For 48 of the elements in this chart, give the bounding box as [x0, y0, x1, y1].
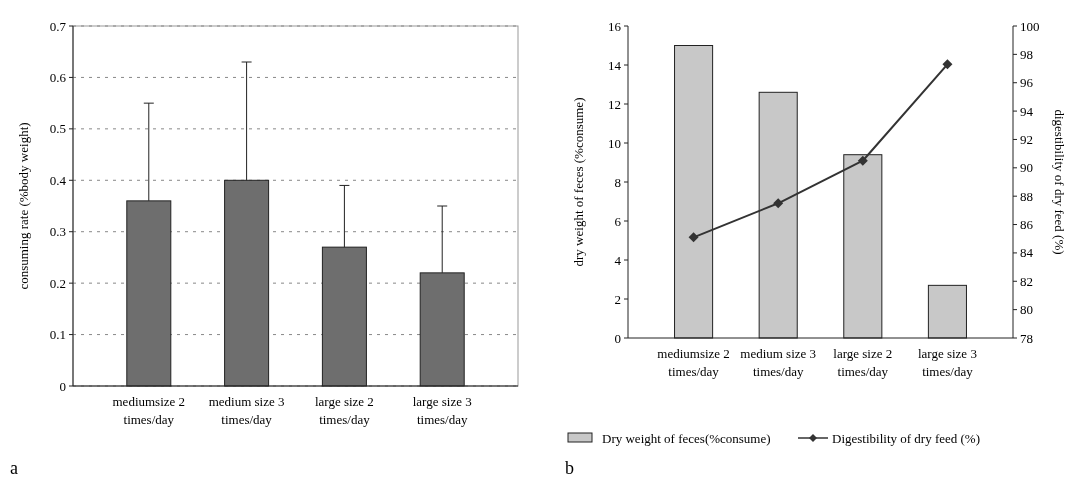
y2-tick-label: 100	[1020, 18, 1040, 34]
y2-axis-title: digestibility of dry feed (%)	[1052, 109, 1067, 255]
y2-tick-label: 98	[1020, 46, 1033, 62]
x-tick-label: medium size 3 times/day	[740, 346, 817, 379]
y2-tick-label: 78	[1020, 330, 1033, 346]
y2-tick-label: 80	[1020, 302, 1033, 318]
y-tick-label: 6	[614, 213, 622, 229]
y-tick-label: 0	[59, 378, 66, 394]
x-tick-label: large size 2 times/day	[833, 346, 893, 379]
text: b	[565, 458, 574, 478]
y-tick-label: 0.2	[49, 275, 66, 291]
point	[942, 59, 953, 70]
y2-tick-label: 88	[1020, 188, 1033, 204]
y-tick-label: 0.3	[49, 224, 66, 240]
y-tick-label: 8	[614, 174, 621, 190]
y-tick-label: 0.4	[49, 172, 67, 188]
legend-label: Dry weight of feces(%consume)	[602, 430, 771, 446]
y2-tick-label: 84	[1020, 245, 1034, 261]
y2-tick-label: 86	[1020, 217, 1034, 233]
x-tick-label: mediumsize 2 times/day	[112, 394, 186, 427]
x-tick-label: mediumsize 2 times/day	[657, 346, 730, 379]
y-tick-label: 0.5	[49, 121, 66, 137]
point	[773, 198, 784, 209]
y2-tick-label: 92	[1020, 132, 1033, 147]
y-tick-label: 0.1	[49, 327, 66, 343]
point	[857, 155, 868, 166]
y-axis-title: consuming rate (%body weight)	[16, 122, 31, 290]
y-tick-label: 12	[608, 96, 621, 112]
y-tick-label: 2	[614, 291, 621, 307]
y-tick-label: 0	[614, 330, 621, 346]
y-axis-title: dry weight of feces (%consume)	[571, 97, 586, 267]
y2-tick-label: 90	[1020, 160, 1033, 176]
x-tick-label: large size 2 times/day	[314, 394, 374, 427]
y2-tick-label: 94	[1020, 103, 1034, 119]
x-tick-label: large size 3 times/day	[412, 394, 472, 427]
y-tick-label: 0.6	[49, 69, 67, 85]
point	[688, 232, 699, 243]
y2-tick-label: 96	[1020, 75, 1034, 91]
y-tick-label: 0.7	[49, 18, 67, 34]
y-tick-label: 16	[608, 18, 622, 34]
x-tick-label: medium size 3 times/day	[208, 394, 285, 427]
y-tick-label: 14	[608, 57, 622, 73]
x-tick-label: large size 3 times/day	[917, 346, 977, 379]
legend-label: Digestibility of dry feed (%)	[832, 430, 981, 446]
y-tick-label: 4	[614, 252, 622, 268]
y2-tick-label: 82	[1020, 273, 1033, 289]
text: a	[10, 458, 18, 478]
y-tick-label: 10	[608, 135, 621, 151]
